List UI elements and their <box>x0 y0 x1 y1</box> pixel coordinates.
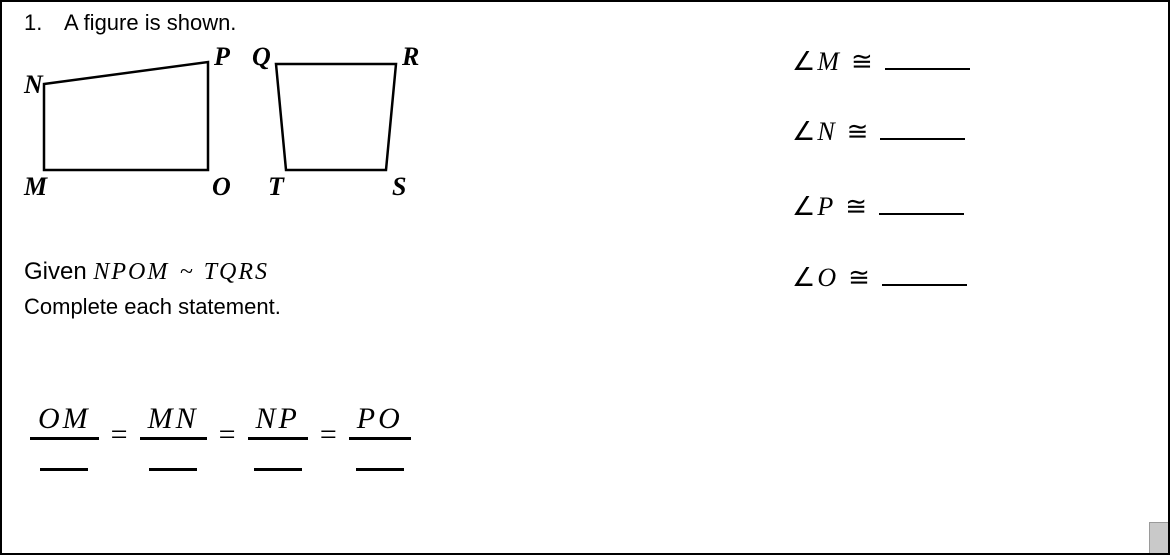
fraction-denominator-blank[interactable] <box>149 450 197 471</box>
equals-symbol: = <box>320 418 337 452</box>
given-left: NPOM <box>93 259 169 285</box>
given-word: Given <box>24 258 87 285</box>
angle-statement-n: ∠N ≅ <box>792 112 965 147</box>
angle-blank[interactable] <box>880 112 965 140</box>
vertex-label-q: Q <box>252 42 271 72</box>
angle-symbol: ∠ <box>792 263 815 293</box>
quad-tqrs <box>276 64 396 170</box>
angle-letter: O <box>817 263 836 293</box>
given-right: TQRS <box>204 259 269 285</box>
fraction-denominator-blank[interactable] <box>40 450 88 471</box>
vertex-label-s: S <box>392 172 406 202</box>
congruent-symbol: ≅ <box>851 47 873 77</box>
equals-symbol: = <box>219 418 236 452</box>
fraction-denominator-blank[interactable] <box>356 450 404 471</box>
angle-letter: N <box>817 117 834 147</box>
fraction-po: PO <box>349 402 411 471</box>
congruent-symbol: ≅ <box>847 117 869 147</box>
angle-symbol: ∠ <box>792 117 815 147</box>
angle-symbol: ∠ <box>792 192 815 222</box>
figure-area: N P O M Q R S T <box>24 42 444 212</box>
vertex-label-p: P <box>214 42 230 72</box>
vertex-label-n: N <box>24 70 43 100</box>
similar-symbol: ~ <box>176 259 197 285</box>
fraction-numerator: NP <box>248 402 308 440</box>
ratio-row: OM = MN = NP = PO <box>24 402 417 471</box>
angle-blank[interactable] <box>879 187 964 215</box>
fraction-denominator-blank[interactable] <box>254 450 302 471</box>
congruent-symbol: ≅ <box>845 192 867 222</box>
fraction-numerator: OM <box>30 402 99 440</box>
vertex-label-o: O <box>212 172 231 202</box>
fraction-mn: MN <box>140 402 207 471</box>
angle-statement-m: ∠M ≅ <box>792 42 970 77</box>
vertex-label-m: M <box>24 172 47 202</box>
quad-npom <box>44 62 208 170</box>
complete-instruction: Complete each statement. <box>24 294 281 320</box>
scrollbar-corner <box>1149 522 1168 553</box>
congruent-symbol: ≅ <box>848 263 870 293</box>
angle-symbol: ∠ <box>792 47 815 77</box>
fraction-numerator: MN <box>140 402 207 440</box>
angle-blank[interactable] <box>885 42 970 70</box>
given-statement: Given NPOM ~ TQRS <box>24 258 269 286</box>
angle-letter: P <box>817 192 833 222</box>
angle-letter: M <box>817 47 839 77</box>
figures-svg <box>24 42 444 212</box>
vertex-label-t: T <box>268 172 284 202</box>
vertex-label-r: R <box>402 42 419 72</box>
worksheet-page: 1. A figure is shown. N P O M Q R S T Gi… <box>0 0 1170 555</box>
angle-statement-o: ∠O ≅ <box>792 258 967 293</box>
angle-blank[interactable] <box>882 258 967 286</box>
fraction-numerator: PO <box>349 402 411 440</box>
question-prompt: A figure is shown. <box>64 10 236 36</box>
angle-statement-p: ∠P ≅ <box>792 187 964 222</box>
fraction-np: NP <box>248 402 308 471</box>
equals-symbol: = <box>111 418 128 452</box>
fraction-om: OM <box>30 402 99 471</box>
question-number: 1. <box>24 10 42 36</box>
